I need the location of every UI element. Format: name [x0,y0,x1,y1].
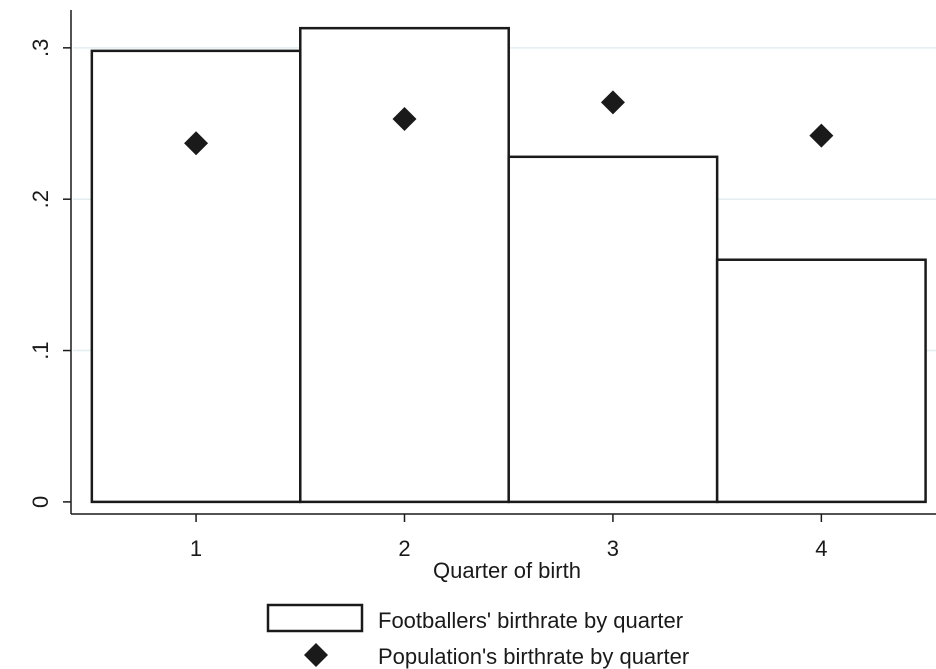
legend-bar-swatch [266,603,364,633]
y-tick-label: .1 [28,341,53,359]
x-axis-title: Quarter of birth [433,558,581,583]
bar-q2 [299,26,510,504]
tick-labels: 0 .1 .2 .3 1 2 3 4 [28,39,827,561]
y-tick-label: .2 [28,190,53,208]
point-q3 [600,90,625,115]
markers [184,90,834,156]
x-tick-label: 4 [815,536,827,561]
legend-diamond-swatch [304,643,328,667]
x-tick-label: 1 [190,536,202,561]
x-tick-label: 3 [607,536,619,561]
bar-q1 [90,49,302,504]
legend-label-footballers: Footballers' birthrate by quarter [378,608,683,633]
y-tick-label: .3 [28,39,53,57]
legend: Footballers' birthrate by quarter Popula… [266,603,689,669]
bars [90,26,927,504]
point-q2 [392,106,417,131]
bar-q3 [507,155,719,504]
legend-label-population: Population's birthrate by quarter [378,644,689,669]
y-tick-label: 0 [28,496,53,508]
bar-q4 [715,258,927,504]
point-q1 [184,131,209,156]
point-q4 [809,123,834,148]
axes [63,10,936,522]
x-tick-label: 2 [398,536,410,561]
